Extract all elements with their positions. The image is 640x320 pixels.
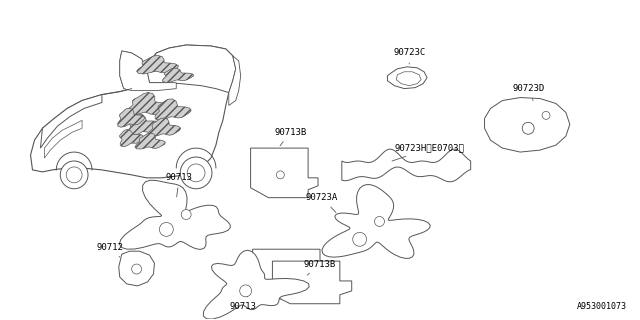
Text: A953001073: A953001073 bbox=[577, 302, 627, 311]
Text: 90713B: 90713B bbox=[304, 260, 336, 275]
Polygon shape bbox=[484, 98, 570, 152]
Text: 90713B: 90713B bbox=[274, 128, 307, 146]
Circle shape bbox=[180, 157, 212, 189]
Circle shape bbox=[187, 164, 205, 182]
Text: 90713: 90713 bbox=[166, 173, 193, 197]
Text: 90712: 90712 bbox=[97, 243, 124, 257]
Polygon shape bbox=[396, 72, 421, 86]
Polygon shape bbox=[126, 92, 168, 115]
Polygon shape bbox=[136, 55, 179, 74]
Polygon shape bbox=[273, 261, 352, 304]
Circle shape bbox=[66, 167, 82, 183]
Circle shape bbox=[374, 217, 385, 227]
Text: 90713: 90713 bbox=[229, 296, 256, 311]
Polygon shape bbox=[120, 51, 150, 89]
Polygon shape bbox=[44, 120, 82, 158]
Polygon shape bbox=[387, 67, 427, 89]
Circle shape bbox=[181, 210, 191, 220]
Polygon shape bbox=[204, 250, 309, 319]
Text: 90723A: 90723A bbox=[306, 193, 338, 212]
Polygon shape bbox=[342, 149, 470, 182]
Circle shape bbox=[353, 232, 367, 246]
Circle shape bbox=[542, 111, 550, 119]
Polygon shape bbox=[31, 45, 236, 178]
Polygon shape bbox=[140, 45, 236, 92]
Circle shape bbox=[276, 171, 284, 179]
Circle shape bbox=[60, 161, 88, 189]
Circle shape bbox=[159, 222, 173, 236]
Polygon shape bbox=[163, 68, 194, 83]
Polygon shape bbox=[135, 133, 165, 149]
Polygon shape bbox=[120, 51, 176, 91]
Polygon shape bbox=[40, 95, 102, 148]
Circle shape bbox=[522, 122, 534, 134]
Circle shape bbox=[240, 285, 252, 297]
Text: 90723H≪E0703≫: 90723H≪E0703≫ bbox=[392, 144, 464, 161]
Polygon shape bbox=[120, 130, 143, 147]
Text: 90723C: 90723C bbox=[393, 48, 426, 64]
Polygon shape bbox=[118, 108, 145, 127]
Circle shape bbox=[132, 264, 141, 274]
Polygon shape bbox=[127, 114, 160, 136]
Polygon shape bbox=[119, 251, 154, 286]
Polygon shape bbox=[251, 148, 318, 198]
Polygon shape bbox=[253, 249, 332, 299]
Polygon shape bbox=[228, 56, 241, 106]
Polygon shape bbox=[322, 185, 430, 258]
Polygon shape bbox=[120, 180, 230, 249]
Text: 90723D: 90723D bbox=[512, 84, 544, 100]
Polygon shape bbox=[155, 99, 191, 120]
Polygon shape bbox=[148, 118, 180, 137]
